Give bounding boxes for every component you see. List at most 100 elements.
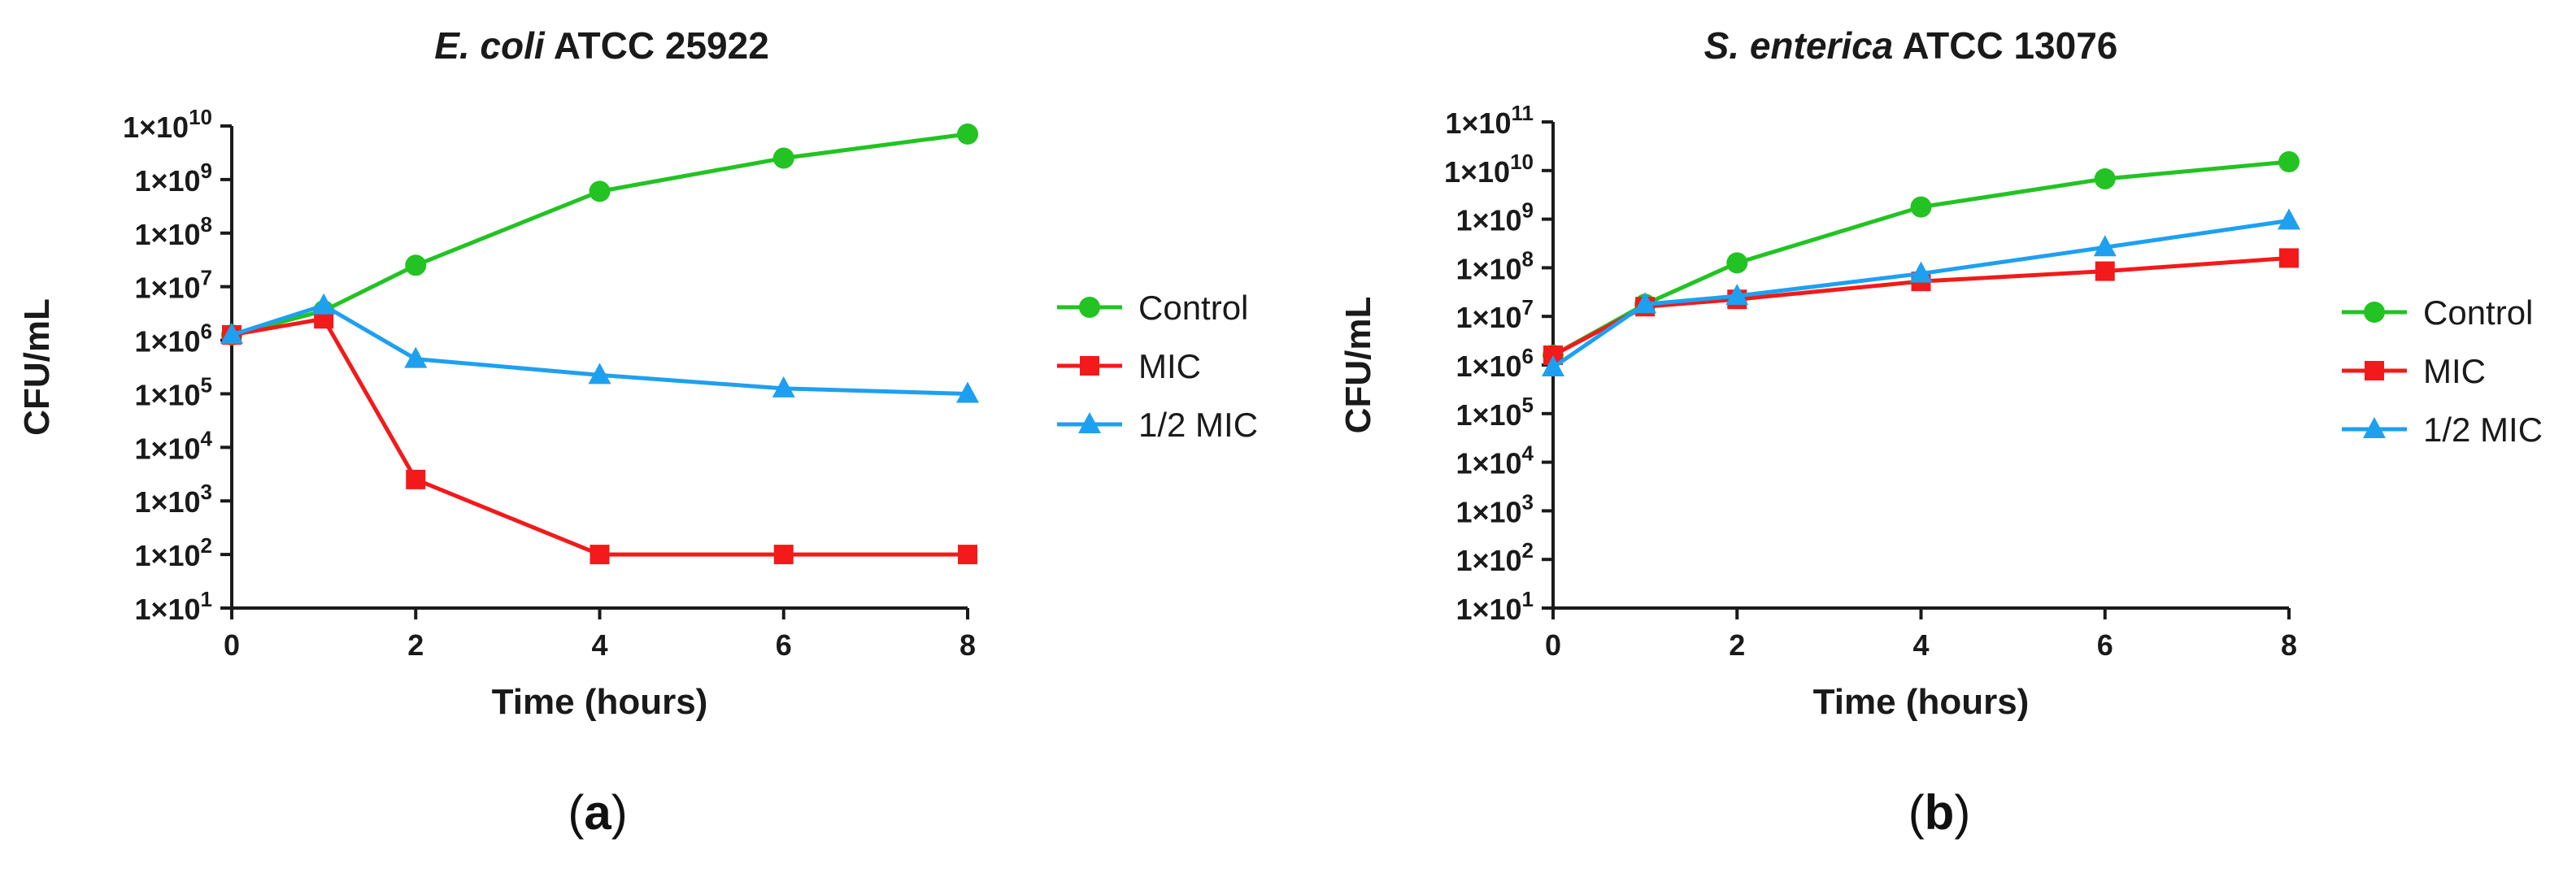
y-tick-label: 1×101 [134, 587, 212, 626]
panel-label-letter: b [1925, 785, 1955, 840]
y-tick-base: 1×10 [134, 272, 200, 305]
chart-title-italic: E. coli [434, 24, 546, 67]
y-tick-base: 1×10 [1456, 301, 1521, 334]
y-tick-base: 1×10 [134, 593, 200, 626]
y-tick-label: 1×107 [134, 266, 212, 305]
legend-marker-control [2364, 302, 2385, 323]
legend-label-mic: MIC [2423, 352, 2486, 390]
y-tick-base: 1×10 [123, 111, 189, 144]
y-tick-exponent: 5 [201, 372, 212, 397]
data-point-control [772, 147, 794, 169]
panel-b: S. enterica ATCC 130761×1011×1021×1031×1… [1338, 24, 2543, 840]
legend-marker-1-2-mic [1078, 412, 1101, 433]
y-tick-label: 1×106 [1456, 344, 1534, 383]
chart-title: E. coli ATCC 25922 [434, 24, 769, 67]
y-tick-base: 1×10 [1456, 398, 1521, 432]
x-tick-label: 6 [776, 628, 792, 662]
chart-title-italic: S. enterica [1704, 24, 1894, 67]
y-tick-base: 1×10 [1456, 447, 1521, 480]
y-tick-label: 1×1011 [1445, 101, 1534, 140]
y-tick-label: 1×105 [1456, 393, 1534, 432]
chart-title: S. enterica ATCC 13076 [1704, 24, 2118, 67]
data-point-mic [958, 545, 977, 565]
x-tick-label: 4 [591, 628, 607, 662]
panel-label: (b) [1908, 785, 1971, 840]
y-tick-exponent: 4 [201, 426, 213, 450]
x-tick-label: 0 [224, 628, 240, 662]
data-point-1-2-mic [2278, 208, 2300, 230]
y-tick-base: 1×10 [1445, 106, 1511, 140]
y-tick-exponent: 10 [189, 105, 212, 129]
y-tick-label: 1×102 [1456, 538, 1534, 577]
data-point-1-2-mic [220, 322, 243, 344]
data-point-control [957, 123, 978, 145]
data-point-1-2-mic [588, 363, 611, 385]
y-tick-label: 1×103 [1456, 489, 1534, 528]
y-tick-exponent: 2 [1522, 538, 1534, 563]
y-tick-exponent: 11 [1512, 101, 1534, 125]
y-tick-exponent: 2 [201, 533, 212, 558]
series-line-1-2-mic [1551, 218, 2290, 370]
y-tick-base: 1×10 [1456, 252, 1521, 285]
x-tick-label: 4 [1912, 628, 1929, 662]
y-tick-exponent: 8 [201, 212, 212, 237]
y-tick-base: 1×10 [134, 485, 200, 519]
y-tick-base: 1×10 [1456, 350, 1521, 383]
series-line-1-2-mic [231, 303, 968, 396]
data-point-mic [2279, 248, 2299, 268]
legend-label-mic: MIC [1138, 347, 1201, 385]
data-point-1-2-mic [1634, 292, 1657, 314]
y-tick-exponent: 9 [1522, 198, 1534, 223]
panel-a: E. coli ATCC 259221×1011×1021×1031×1041×… [17, 24, 1258, 840]
panel-label-open: ( [568, 785, 584, 840]
panel-label-open: ( [1908, 785, 1925, 840]
y-tick-exponent: 4 [1522, 441, 1534, 466]
data-point-control [1726, 252, 1748, 274]
data-point-control [1910, 196, 1932, 218]
x-tick-label: 8 [959, 628, 976, 662]
panel-label-letter: a [584, 785, 611, 840]
y-tick-base: 1×10 [1444, 155, 1510, 189]
x-axis-label: Time (hours) [1813, 682, 2030, 722]
data-point-control [2278, 151, 2300, 173]
data-point-1-2-mic [1725, 284, 1749, 306]
y-tick-label: 1×102 [134, 533, 212, 572]
y-tick-exponent: 6 [1522, 344, 1534, 368]
data-point-control [405, 254, 427, 276]
panel-label: (a) [568, 785, 627, 840]
data-point-control [2094, 167, 2116, 189]
legend-marker-mic [1080, 356, 1099, 376]
y-tick-exponent: 8 [1522, 246, 1534, 271]
y-axis-label: CFU/mL [17, 298, 57, 436]
data-point-mic [590, 545, 610, 565]
y-tick-exponent: 7 [1522, 295, 1534, 319]
legend-marker-control [1079, 297, 1100, 318]
data-point-1-2-mic [2093, 235, 2117, 257]
data-point-1-2-mic [956, 381, 979, 403]
y-tick-base: 1×10 [1456, 544, 1521, 577]
y-tick-label: 1×108 [1456, 246, 1534, 285]
x-tick-label: 0 [1545, 628, 1561, 662]
data-point-1-2-mic [404, 346, 428, 368]
legend-label-control: Control [1138, 289, 1248, 327]
y-tick-base: 1×10 [134, 432, 200, 465]
y-tick-base: 1×10 [1456, 495, 1521, 528]
y-tick-base: 1×10 [1456, 204, 1521, 237]
x-tick-label: 2 [407, 628, 424, 662]
x-tick-label: 8 [2281, 628, 2297, 662]
y-tick-exponent: 7 [201, 266, 212, 290]
y-tick-label: 1×109 [1456, 198, 1534, 237]
y-tick-exponent: 10 [1510, 150, 1534, 174]
y-tick-label: 1×1010 [123, 105, 212, 144]
y-tick-exponent: 1 [1522, 587, 1534, 611]
x-tick-label: 2 [1729, 628, 1745, 662]
y-axis-label: CFU/mL [1338, 297, 1378, 434]
series-line-control [1551, 159, 2290, 358]
series-line-control [231, 132, 968, 337]
y-tick-label: 1×104 [134, 426, 212, 465]
data-point-control [589, 180, 611, 202]
chart-title-rest: ATCC 25922 [545, 24, 769, 67]
y-tick-exponent: 3 [201, 480, 212, 504]
y-tick-base: 1×10 [134, 218, 200, 251]
